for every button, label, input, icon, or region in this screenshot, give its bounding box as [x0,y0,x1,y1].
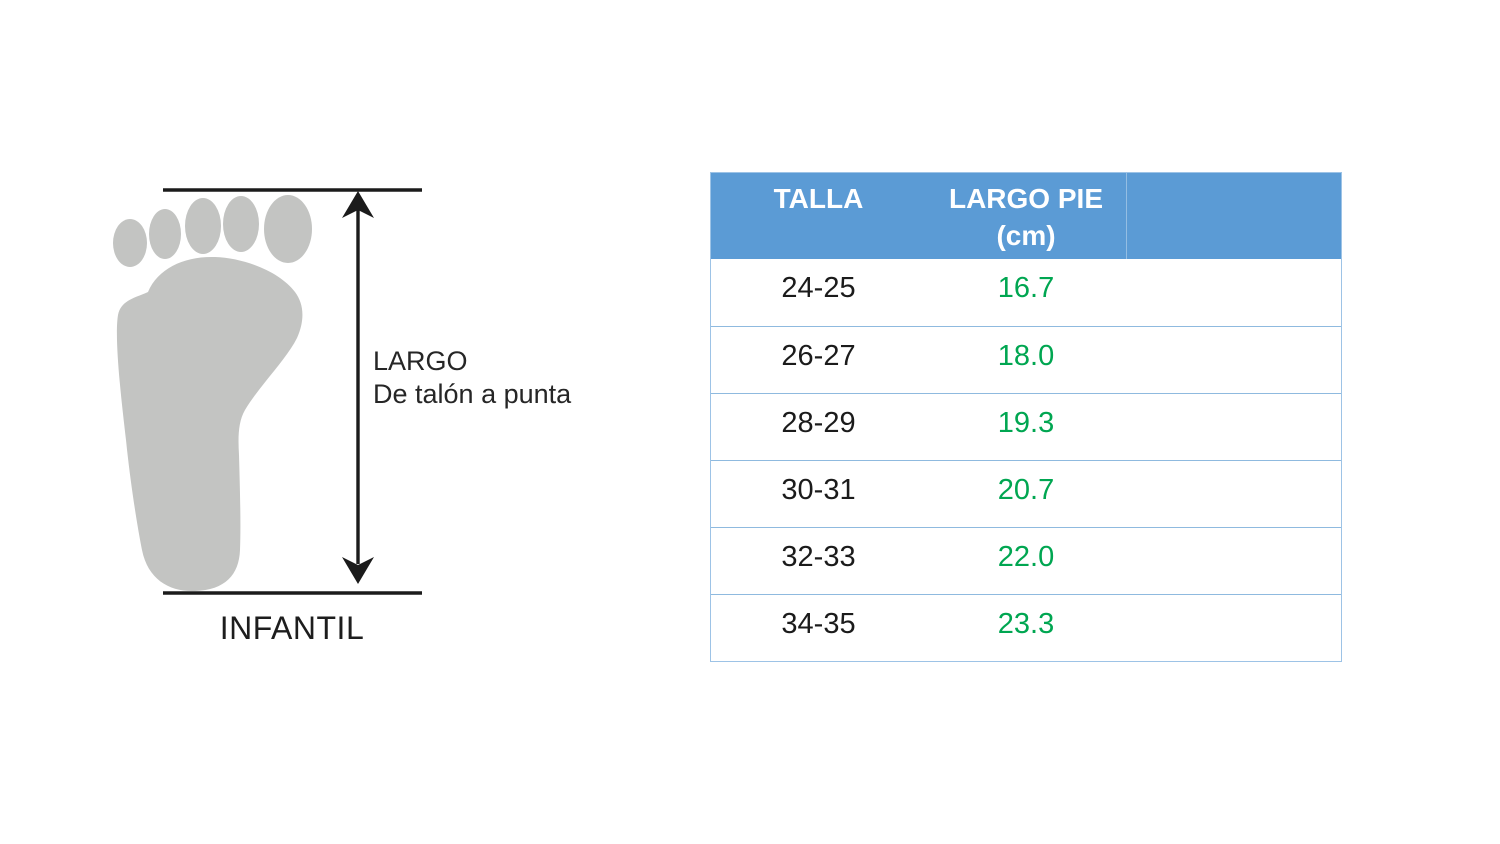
measurement-label-title: LARGO [373,346,468,376]
table-row: 24-25 16.7 [711,259,1341,326]
header-cell-talla: TALLA [711,173,926,259]
toe-big [264,195,312,263]
empty-cell [1126,394,1341,460]
table-row: 26-27 18.0 [711,326,1341,393]
header-cell-largo-pie: LARGO PIE (cm) [926,173,1126,259]
toe-middle [185,198,221,254]
size-range-cell: 24-25 [781,272,856,304]
header-cm-label: (cm) [996,220,1056,251]
size-table-body: 24-25 16.7 26-27 18.0 28-29 19.3 30-31 20.7 32-3… [711,259,1341,661]
empty-cell [1126,595,1341,661]
empty-cell [1126,327,1341,393]
arrowhead-up-icon [342,191,374,218]
empty-cell [1126,528,1341,594]
measurement-label-subtitle: De talón a punta [373,379,572,409]
foot-length-cell: 16.7 [997,272,1055,304]
foot-length-cell: 22.0 [997,540,1055,573]
foot-length-cell: 18.0 [997,339,1055,372]
arrowhead-down-icon [342,557,374,584]
table-row: 32-33 22.0 [711,527,1341,594]
toe-second [223,196,259,252]
measurement-label: LARGO De talón a punta [373,345,571,411]
toe-little [113,219,147,267]
header-largo-pie-label: LARGO PIE [948,183,1103,214]
header-cell-empty [1126,173,1341,259]
size-range-cell: 34-35 [781,607,856,640]
table-row: 28-29 19.3 [711,393,1341,460]
header-talla-label: TALLA [773,183,864,214]
table-row: 34-35 23.3 [711,594,1341,661]
size-range-cell: 32-33 [781,540,856,573]
toe-fourth [149,209,181,259]
empty-cell [1126,461,1341,527]
size-table-header: TALLA LARGO PIE (cm) [711,173,1341,259]
foot-length-cell: 23.3 [997,607,1055,640]
footprint-sole [116,256,303,592]
size-table: TALLA LARGO PIE (cm) 24-25 16.7 26-27 18.0 2… [710,172,1342,662]
foot-measurement-diagram: LARGO De talón a punta INFANTIL [0,0,660,700]
size-range-cell: 30-31 [781,473,856,506]
size-range-cell: 26-27 [781,339,856,372]
diagram-caption: INFANTIL [219,610,365,646]
foot-length-cell: 19.3 [997,406,1055,439]
empty-cell [1126,259,1341,326]
size-range-cell: 28-29 [781,406,856,439]
footprint-illustration [113,188,422,595]
foot-length-cell: 20.7 [997,473,1055,506]
table-row: 30-31 20.7 [711,460,1341,527]
